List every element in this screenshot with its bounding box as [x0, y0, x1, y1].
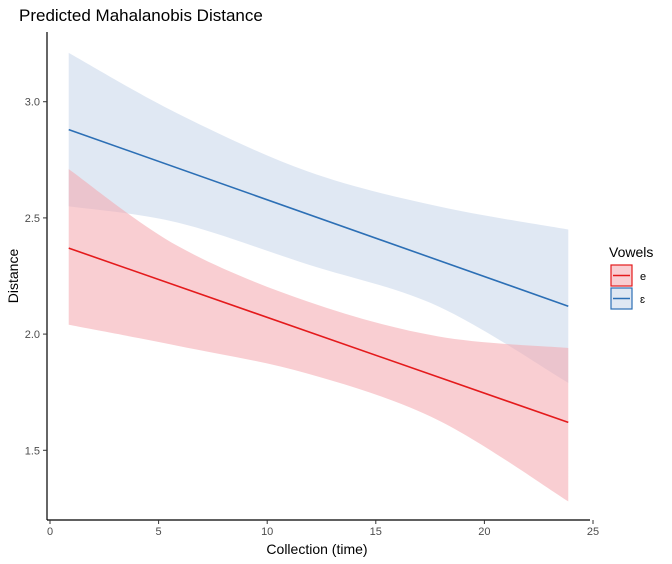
x-tick-label: 20 [478, 526, 490, 538]
y-tick-label: 2.0 [25, 329, 40, 341]
x-tick-label: 0 [47, 526, 53, 538]
x-ticks: 0 5 10 15 20 25 [47, 520, 599, 538]
legend-label-1: ɛ [640, 294, 645, 306]
series-line-0 [68, 247, 569, 424]
y-axis-title: Distance [5, 249, 21, 304]
y-tick-label: 2.5 [25, 213, 40, 225]
chart-title: Predicted Mahalanobis Distance [19, 6, 263, 25]
confidence-bands [68, 52, 569, 502]
legend-label-0: e [640, 271, 646, 283]
y-ticks: 1.5 2.0 2.5 3.0 [25, 97, 47, 457]
x-tick-label: 10 [261, 526, 273, 538]
legend-title: Vowels [609, 244, 653, 260]
x-tick-label: 5 [156, 526, 162, 538]
x-tick-label: 15 [370, 526, 382, 538]
legend: Vowels eɛ [609, 244, 653, 310]
x-axis-title: Collection (time) [266, 541, 367, 557]
y-tick-label: 3.0 [25, 97, 40, 109]
series-line-1 [68, 128, 569, 307]
series-lines [68, 128, 569, 424]
x-tick-label: 25 [587, 526, 599, 538]
axes: 0 5 10 15 20 25 1.5 2.0 2.5 3.0 [25, 32, 599, 538]
y-tick-label: 1.5 [25, 445, 40, 457]
